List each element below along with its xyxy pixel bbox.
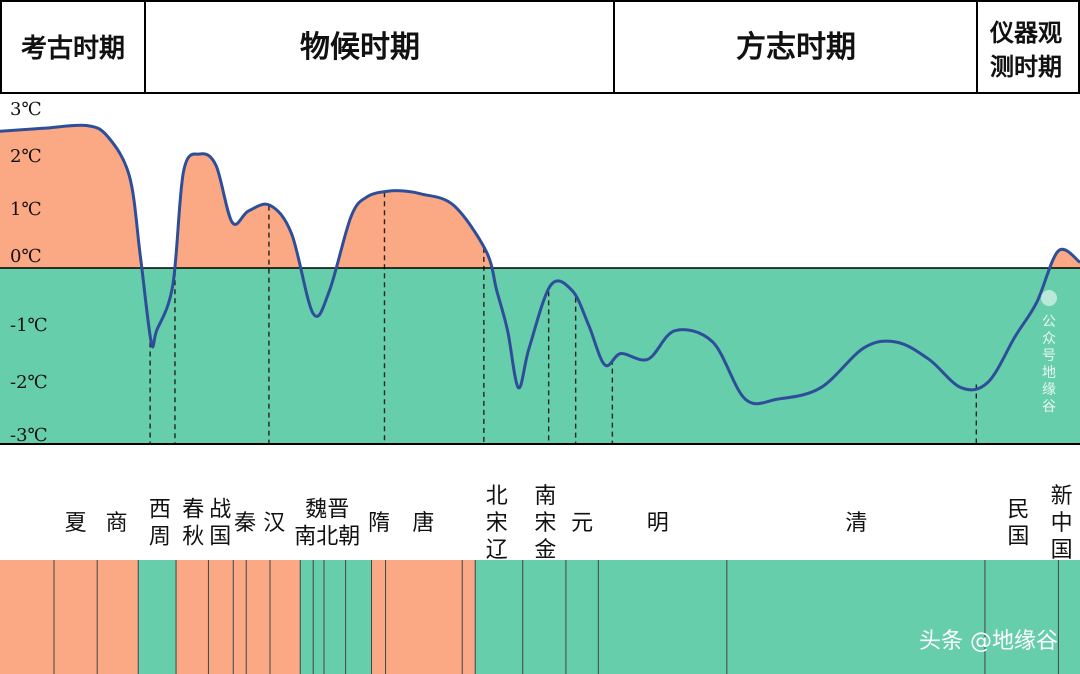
dynasty-label: 战 bbox=[209, 498, 231, 523]
watermark-char: 号 bbox=[1042, 348, 1056, 364]
cold-strip-segment bbox=[300, 560, 372, 674]
dynasty-label: 明 bbox=[647, 511, 669, 536]
dynasty-label: 北 bbox=[486, 484, 508, 509]
dynasty-label: 秋 bbox=[182, 525, 204, 550]
dynasty-label: 周 bbox=[149, 525, 171, 550]
period-instrument-line-2: 测时期 bbox=[990, 52, 1062, 81]
y-tick-label: 1℃ bbox=[10, 199, 42, 220]
cold-strip-segment bbox=[138, 560, 177, 674]
watermark-char: 公 bbox=[1042, 314, 1056, 330]
dynasty-label: 宋 bbox=[486, 511, 508, 536]
warm-strip-segment bbox=[0, 560, 139, 674]
warm-cold-strip bbox=[0, 560, 1080, 674]
warm-anomaly-area bbox=[0, 125, 1080, 268]
dynasty-label: 夏 bbox=[65, 511, 87, 536]
dynasty-label: 南 bbox=[534, 484, 556, 509]
watermark-char: 地 bbox=[1042, 365, 1056, 381]
dynasty-labels: 夏商西周春秋战国秦 汉魏晋南北朝隋 唐北宋辽南宋金元明清民国新中国 bbox=[65, 484, 1073, 563]
cold-strip-segment bbox=[475, 560, 1080, 674]
header-frame bbox=[0, 0, 1080, 94]
dynasty-label: 魏晋 bbox=[305, 498, 349, 523]
watermark-char: 谷 bbox=[1042, 399, 1056, 415]
source-credit: 头条 @地缘谷 bbox=[919, 629, 1058, 654]
dynasty-label: 国 bbox=[1051, 538, 1073, 563]
dynasty-label: 唐 bbox=[412, 511, 434, 536]
watermark-logo-icon bbox=[1041, 290, 1057, 306]
dynasty-label: 国 bbox=[1007, 525, 1029, 550]
y-tick-label: 2℃ bbox=[10, 146, 42, 167]
period-phenology: 物候时期 bbox=[300, 30, 420, 65]
y-tick-label: -1℃ bbox=[10, 315, 48, 336]
period-instrument-line-1: 仪器观 bbox=[989, 18, 1062, 47]
dynasty-label: 民 bbox=[1007, 498, 1029, 523]
dynasty-label: 元 bbox=[571, 511, 593, 536]
period-archaeological: 考古时期 bbox=[21, 34, 125, 64]
dynasty-label: 商 bbox=[106, 511, 128, 536]
warm-strip-segment bbox=[176, 560, 301, 674]
dynasty-label: 汉 bbox=[263, 511, 285, 536]
period-local-chronicle: 方志时期 bbox=[736, 30, 856, 65]
watermark-char: 缘 bbox=[1042, 382, 1056, 398]
dynasty-label: 秦 bbox=[234, 511, 256, 536]
y-tick-label: -2℃ bbox=[10, 372, 48, 393]
watermark-char: 众 bbox=[1042, 331, 1056, 347]
transition-dash-lines bbox=[149, 192, 978, 444]
dynasty-label: 春 bbox=[182, 498, 204, 523]
dynasty-label: 新 bbox=[1051, 484, 1073, 509]
period-header: 考古时期 物候时期 方志时期 仪器观 测时期 bbox=[0, 0, 1080, 94]
dynasty-label: 南北朝 bbox=[294, 525, 360, 550]
warm-strip-segment bbox=[371, 560, 476, 674]
dynasty-label: 清 bbox=[845, 511, 867, 536]
dynasty-label: 国 bbox=[209, 525, 231, 550]
y-tick-label: -3℃ bbox=[10, 425, 48, 446]
dynasty-label: 西 bbox=[149, 498, 171, 523]
dynasty-label: 隋 bbox=[368, 511, 390, 536]
y-tick-label: 0℃ bbox=[10, 246, 42, 267]
dynasty-label: 中 bbox=[1051, 511, 1073, 536]
y-tick-label: 3℃ bbox=[10, 99, 42, 120]
temperature-curve bbox=[0, 123, 1080, 406]
cold-zone bbox=[0, 268, 1080, 444]
dynasty-label: 宋 bbox=[534, 511, 556, 536]
dynasty-label: 辽 bbox=[486, 538, 508, 563]
y-axis-ticks: 3℃ 2℃ 1℃ 0℃ -1℃ -2℃ -3℃ bbox=[10, 99, 48, 446]
dynasty-label: 金 bbox=[534, 538, 556, 563]
